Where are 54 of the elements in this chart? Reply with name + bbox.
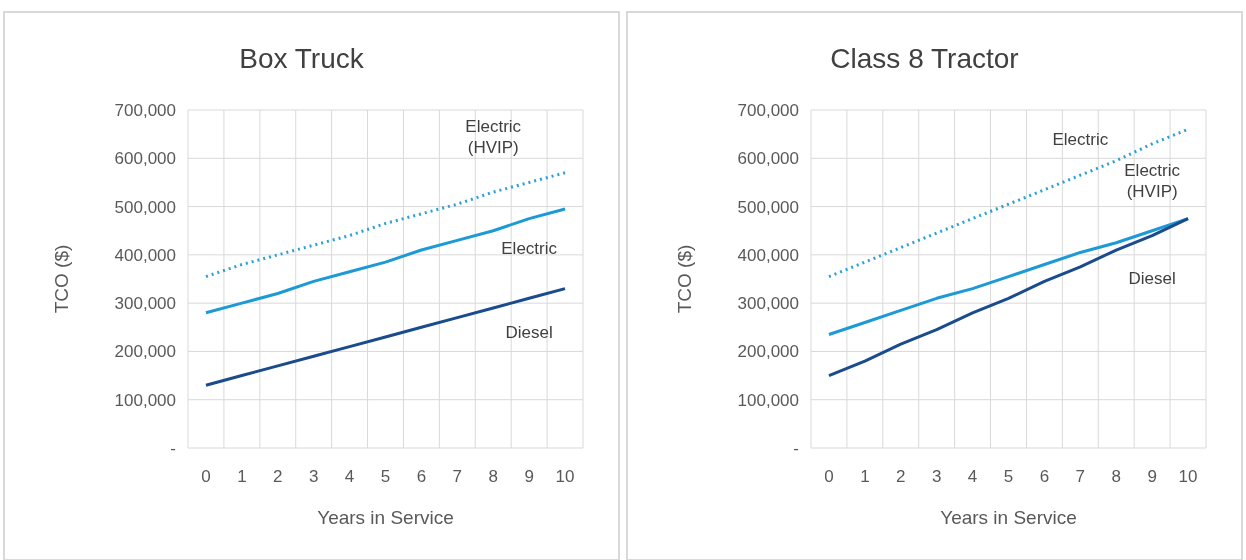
line-series [204,171,567,279]
y-tick-label: 600,000 [737,149,799,169]
x-tick-label: 4 [344,467,355,486]
x-tick-label: 8 [488,467,498,486]
y-tick-label: 700,000 [114,100,176,120]
y-axis-title: TCO ($) [674,244,695,314]
line-series [204,207,567,315]
y-tick-label: 600,000 [114,149,176,169]
line-series [204,287,567,387]
x-tick-label: 1 [860,467,870,486]
x-tick-label: 0 [201,467,211,486]
y-tick-label: 200,000 [114,342,176,362]
y-tick-label: 100,000 [114,390,176,410]
chart-title: Box Truck [239,43,365,74]
x-tick-label: 5 [1003,467,1014,486]
x-tick-label: 1 [237,467,247,486]
y-tick-label: 500,000 [737,197,799,217]
series-label: Electric (HVIP) [465,117,522,158]
y-tick-label: - [170,438,176,458]
x-tick-label: 6 [416,467,427,486]
x-tick-label: 9 [1147,467,1157,486]
x-tick-label: 4 [967,467,978,486]
x-tick-label: 7 [1075,467,1086,486]
x-tick-label: 5 [380,467,391,486]
x-axis-title: Years in Service [940,507,1077,528]
y-tick-label: 500,000 [114,197,176,217]
y-tick-label: 400,000 [114,245,176,265]
x-tick-label: 7 [452,467,463,486]
y-tick-label: - [793,438,799,458]
x-tick-label: 9 [524,467,534,486]
x-axis-title: Years in Service [317,507,454,528]
y-tick-label: 300,000 [114,294,176,314]
y-axis-title: TCO ($) [51,244,72,314]
x-tick-label: 6 [1039,467,1050,486]
y-tick-label: 700,000 [737,100,799,120]
x-tick-label: 2 [273,467,283,486]
x-tick-label: 10 [1178,467,1198,486]
line-series [827,217,1190,378]
series-label: Diesel [505,323,553,343]
series-label: Electric (HVIP) [1124,160,1181,201]
x-tick-label: 3 [931,467,942,486]
x-tick-label: 2 [896,467,906,486]
x-tick-label: 3 [308,467,319,486]
x-tick-label: 8 [1111,467,1121,486]
x-tick-label: 0 [824,467,834,486]
y-tick-label: 300,000 [737,294,799,314]
series-label: Diesel [1128,268,1176,288]
series-label: Electric [501,238,558,258]
y-tick-label: 100,000 [737,390,799,410]
series-label: Electric [1052,130,1109,150]
chart-title: Class 8 Tractor [830,43,1019,74]
y-tick-label: 400,000 [737,245,799,265]
y-tick-label: 200,000 [737,342,799,362]
x-tick-label: 10 [555,467,575,486]
